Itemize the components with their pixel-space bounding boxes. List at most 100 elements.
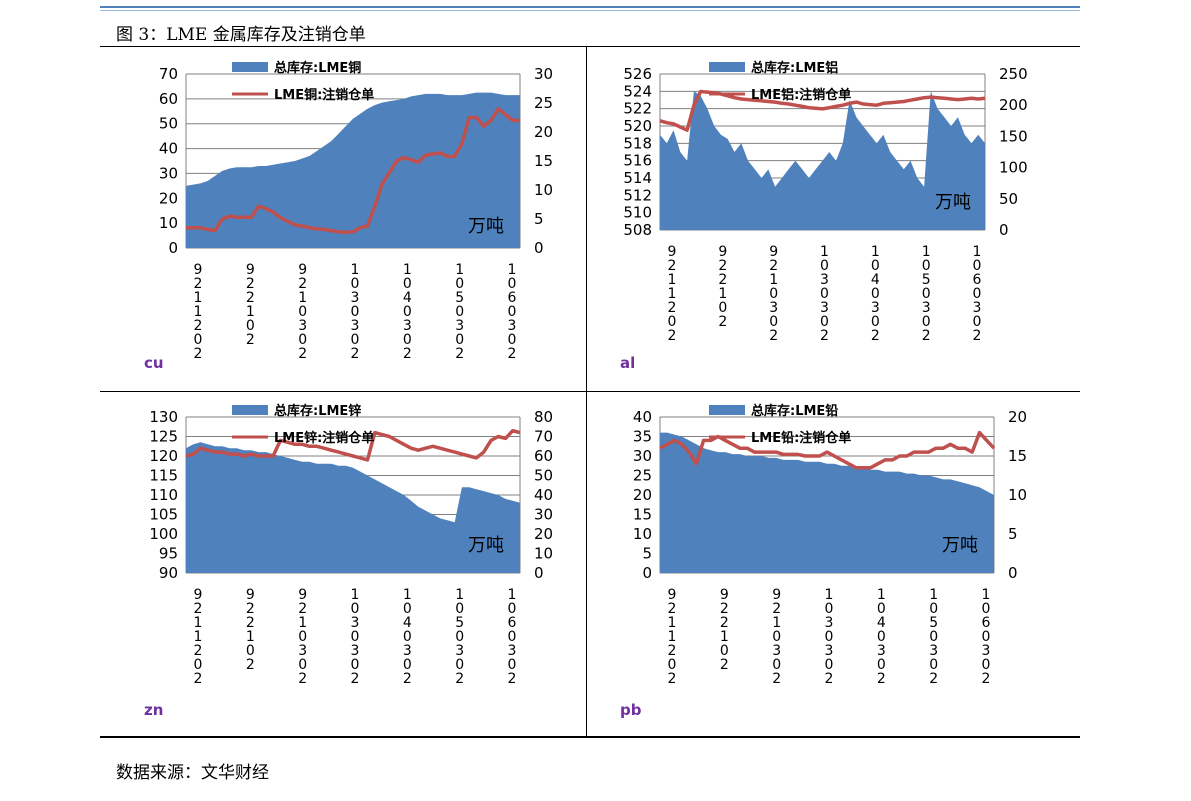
x-tick-char: 9 <box>246 262 255 278</box>
legend-label-line: LME锌:注销仓单 <box>274 430 374 446</box>
x-tick-char: 6 <box>973 272 982 288</box>
unit-label: 万吨 <box>468 535 504 556</box>
x-tick-char: 2 <box>668 671 677 687</box>
left-tick-label: 70 <box>159 65 178 83</box>
left-tick-label: 30 <box>633 447 652 465</box>
metal-label: cu <box>144 354 164 372</box>
x-tick-char: 2 <box>194 643 203 659</box>
x-tick-char: 2 <box>769 258 778 274</box>
x-tick-char: 2 <box>720 601 729 617</box>
x-tick-char: 2 <box>246 657 255 673</box>
x-tick-char: 6 <box>982 615 991 631</box>
x-tick-char: 1 <box>455 262 464 278</box>
legend-label-line: LME铅:注销仓单 <box>751 430 851 446</box>
right-tick-label: 200 <box>999 96 1028 114</box>
x-tick-char: 0 <box>982 601 991 617</box>
left-tick-label: 25 <box>633 467 652 485</box>
x-tick-char: 0 <box>973 314 982 330</box>
x-tick-char: 1 <box>982 587 991 603</box>
x-tick-char: 0 <box>298 657 307 673</box>
x-tick-char: 0 <box>246 643 255 659</box>
right-tick-label: 15 <box>534 152 553 170</box>
x-tick-char: 3 <box>351 643 360 659</box>
x-tick-char: 0 <box>455 629 464 645</box>
x-tick-char: 3 <box>871 300 880 316</box>
cancelled-warrants-line <box>185 428 521 462</box>
x-tick-char: 2 <box>194 318 203 334</box>
x-tick-char: 0 <box>194 332 203 348</box>
x-tick-char: 1 <box>194 290 203 306</box>
left-tick-label: 15 <box>633 506 652 524</box>
left-tick-label: 95 <box>159 545 178 563</box>
left-tick-label: 522 <box>623 100 652 118</box>
right-tick-label: 0 <box>1008 564 1018 582</box>
x-tick-char: 0 <box>351 629 360 645</box>
x-tick-char: 2 <box>455 346 464 362</box>
x-tick-char: 0 <box>508 657 517 673</box>
left-tick-label: 105 <box>149 506 178 524</box>
x-tick-char: 0 <box>194 657 203 673</box>
x-tick-char: 3 <box>508 643 517 659</box>
x-tick-char: 3 <box>825 643 834 659</box>
cancelled-warrants-line <box>186 107 520 235</box>
legend-label-area: 总库存:LME锌 <box>274 403 361 419</box>
x-tick-char: 2 <box>668 601 677 617</box>
legend-swatch-area <box>709 62 745 72</box>
x-tick-char: 1 <box>820 244 829 260</box>
x-tick-char: 2 <box>668 258 677 274</box>
x-tick-char: 3 <box>769 300 778 316</box>
x-tick-char: 3 <box>508 318 517 334</box>
x-tick-char: 0 <box>298 304 307 320</box>
x-tick-char: 1 <box>508 262 517 278</box>
x-tick-char: 0 <box>508 332 517 348</box>
x-tick-char: 0 <box>403 332 412 348</box>
x-tick-char: 1 <box>351 587 360 603</box>
x-tick-char: 2 <box>298 346 307 362</box>
x-tick-char: 0 <box>982 657 991 673</box>
x-tick-char: 1 <box>871 244 880 260</box>
x-tick-char: 0 <box>982 629 991 645</box>
x-tick-char: 0 <box>825 601 834 617</box>
x-tick-char: 0 <box>351 276 360 292</box>
left-tick-label: 5 <box>642 545 652 563</box>
x-tick-char: 2 <box>718 272 727 288</box>
x-tick-char: 2 <box>922 328 931 344</box>
x-tick-char: 2 <box>246 276 255 292</box>
x-tick-char: 2 <box>668 300 677 316</box>
source-note: 数据来源：文华财经 <box>116 763 269 783</box>
left-tick-label: 10 <box>159 214 178 232</box>
left-tick-label: 115 <box>149 467 178 485</box>
x-tick-char: 2 <box>403 671 412 687</box>
right-tick-label: 25 <box>534 94 553 112</box>
x-tick-char: 9 <box>298 587 307 603</box>
legend-label-line: LME铜:注销仓单 <box>274 87 374 103</box>
unit-label: 万吨 <box>942 535 978 556</box>
x-tick-char: 0 <box>508 304 517 320</box>
right-tick-label: 10 <box>534 545 553 563</box>
right-tick-label: 50 <box>534 467 553 485</box>
chart-al: 5085105125145165185205225245260501001502… <box>620 60 1028 372</box>
x-tick-char: 1 <box>769 272 778 288</box>
legend-swatch-area <box>232 405 268 415</box>
left-tick-label: 516 <box>623 152 652 170</box>
x-tick-char: 2 <box>982 671 991 687</box>
x-tick-char: 0 <box>825 657 834 673</box>
left-tick-label: 0 <box>168 239 178 257</box>
right-tick-label: 0 <box>534 564 544 582</box>
x-tick-char: 0 <box>929 601 938 617</box>
right-tick-label: 5 <box>1008 525 1018 543</box>
x-tick-char: 0 <box>825 629 834 645</box>
x-tick-char: 0 <box>877 657 886 673</box>
bottom-rule <box>100 736 1080 738</box>
x-tick-char: 2 <box>668 643 677 659</box>
x-tick-char: 0 <box>820 258 829 274</box>
x-tick-char: 1 <box>403 262 412 278</box>
left-tick-label: 0 <box>642 564 652 582</box>
